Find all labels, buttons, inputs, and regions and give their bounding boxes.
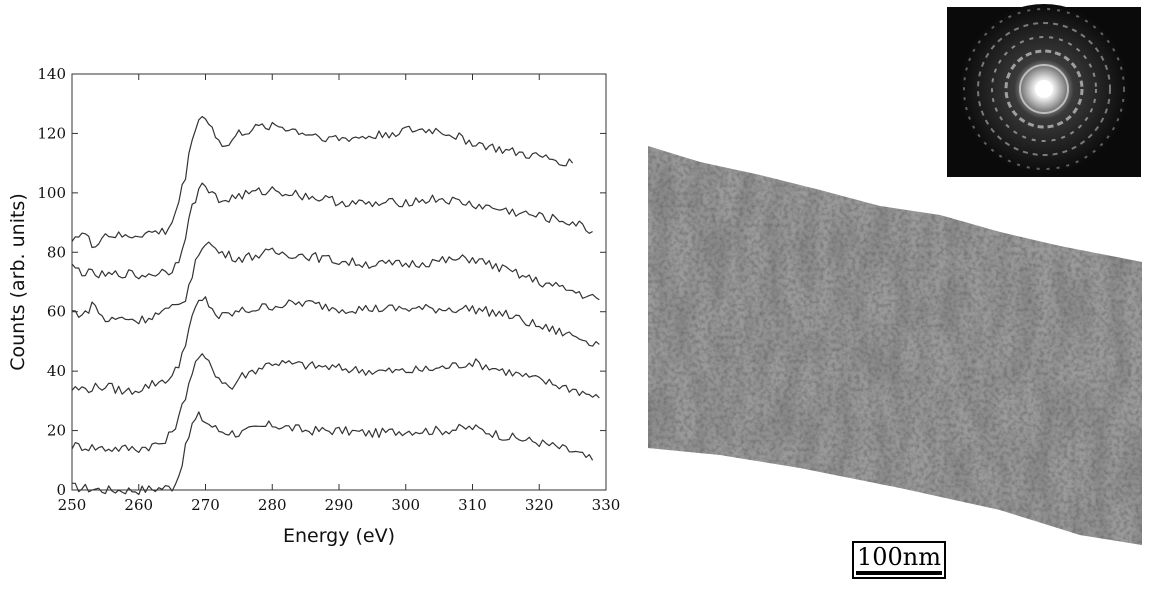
spectra-series — [71, 115, 600, 496]
spectrum-line-5 — [71, 182, 593, 280]
x-tick-label: 270 — [191, 496, 220, 514]
film-cross-section — [648, 146, 1142, 545]
y-axis-title: Counts (arb. units) — [7, 193, 29, 371]
y-tick-label: 40 — [47, 362, 66, 380]
tick-labels: 250 260 270 280 290 300 310 320 330 0 20 40 60 80 100 1… — [37, 65, 620, 514]
y-tick-label: 120 — [37, 124, 66, 142]
x-axis-title: Energy (eV) — [283, 525, 395, 547]
x-tick-label: 260 — [124, 496, 153, 514]
spectrum-line-3 — [71, 296, 600, 395]
x-tick-label: 290 — [325, 496, 354, 514]
x-tick-label: 320 — [525, 496, 554, 514]
scale-bar: 100nm — [852, 541, 946, 579]
x-tick-label: 250 — [58, 496, 87, 514]
x-tick-label: 310 — [458, 496, 487, 514]
y-tick-label: 100 — [37, 184, 66, 202]
x-tick-label: 280 — [258, 496, 287, 514]
y-tick-label: 60 — [47, 303, 66, 321]
y-tick-label: 140 — [37, 65, 66, 83]
diffraction-pattern-inset — [947, 4, 1141, 177]
x-tick-label: 300 — [391, 496, 420, 514]
spectrum-line-6 — [71, 115, 574, 249]
axis-ticks — [71, 73, 607, 491]
x-tick-label: 330 — [592, 496, 621, 514]
y-tick-label: 80 — [47, 243, 66, 261]
y-tick-label: 0 — [56, 481, 66, 499]
spectrum-line-4 — [71, 241, 600, 325]
scale-bar-label: 100nm — [856, 543, 942, 571]
scale-bar-line — [856, 571, 942, 575]
spectrum-line-1 — [72, 411, 594, 496]
spectrum-line-2 — [71, 353, 600, 453]
eels-spectra-chart: 250 260 270 280 290 300 310 320 330 0 20 40 60 80 100 1… — [7, 65, 620, 547]
y-tick-label: 20 — [47, 422, 66, 440]
